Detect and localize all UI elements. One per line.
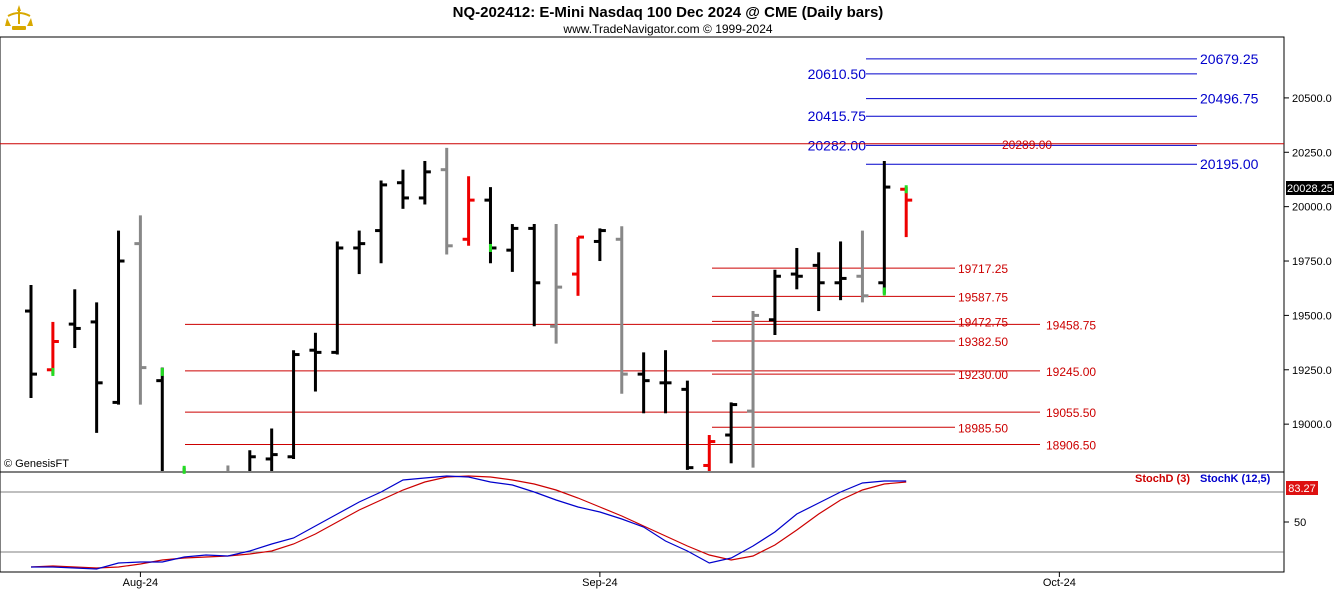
price-bar <box>528 224 541 327</box>
y-tick-label: 19000.0 <box>1292 419 1332 431</box>
signal-mark <box>488 243 492 252</box>
level-label: 19472.75 <box>958 315 1008 329</box>
price-bar <box>265 428 278 471</box>
level-label: 19055.50 <box>1046 406 1096 420</box>
legend-stochd: StochD (3) <box>1135 473 1190 485</box>
last-stoch-label: 83.27 <box>1288 483 1316 495</box>
last-stoch-box <box>1286 481 1318 495</box>
price-bar <box>440 147 453 255</box>
price-bar <box>878 160 891 294</box>
level-label: 20415.75 <box>808 108 867 124</box>
genesis-logo-icon <box>4 2 34 34</box>
price-bar <box>309 332 322 392</box>
price-bar <box>331 241 344 355</box>
price-bar <box>418 160 431 205</box>
price-bar <box>550 224 563 344</box>
y-tick-label: 19250.0 <box>1292 365 1332 377</box>
level-label: 19587.75 <box>958 290 1008 304</box>
price-bar <box>615 226 628 394</box>
level-label: 20496.75 <box>1200 91 1259 107</box>
price-bar <box>834 241 847 301</box>
y-tick-label: 19500.0 <box>1292 310 1332 322</box>
last-price-label: 20028.25 <box>1287 183 1333 195</box>
watermark: © GenesisFT <box>4 458 69 470</box>
signal-mark <box>160 367 164 376</box>
price-bar <box>353 230 366 275</box>
price-bar <box>593 228 606 262</box>
level-label: 19717.25 <box>958 262 1008 276</box>
y-tick-label: 19750.0 <box>1292 256 1332 268</box>
signal-mark <box>51 367 55 376</box>
level-label: 18906.50 <box>1046 438 1096 452</box>
header-band <box>0 0 1336 38</box>
level-label: 19458.75 <box>1046 318 1096 332</box>
chart-subtitle: www.TradeNavigator.com © 1999-2024 <box>562 22 772 36</box>
price-bar <box>156 367 164 471</box>
price-bar <box>572 235 584 296</box>
price-bar <box>375 180 388 264</box>
legend-stochk: StochK (12,5) <box>1200 473 1271 485</box>
signal-mark <box>904 185 908 194</box>
price-bar <box>248 450 256 471</box>
x-tick-label: Aug-24 <box>123 577 158 589</box>
price-bar <box>659 350 672 414</box>
y-tick-label: 20500.0 <box>1292 93 1332 105</box>
price-bar <box>90 302 103 433</box>
price-bar <box>725 402 738 464</box>
stoch-panel <box>0 471 1285 573</box>
price-bar <box>812 252 825 312</box>
axes: 19000.0 19250.0 19500.0 19750.0 20000.0 20250… <box>123 93 1332 589</box>
level-label: 20282.00 <box>808 137 867 153</box>
price-bar <box>134 215 147 405</box>
x-tick-label: Sep-24 <box>582 577 617 589</box>
stochk-line <box>31 475 907 570</box>
price-bar <box>396 169 409 209</box>
chart-title: NQ-202412: E-Mini Nasdaq 100 Dec 2024 @ … <box>453 4 884 21</box>
price-bar <box>768 269 781 335</box>
signal-mark <box>882 287 886 296</box>
x-tick-label: Oct-24 <box>1043 577 1076 589</box>
price-bar <box>287 350 300 459</box>
price-bar <box>25 284 37 399</box>
price-bar <box>681 380 694 470</box>
price-bar <box>68 289 81 349</box>
price-bar <box>790 247 803 290</box>
price-bar <box>856 230 869 303</box>
stoch-lines <box>0 475 1284 570</box>
price-bar <box>747 311 760 468</box>
stochd-line <box>30 475 907 569</box>
price-bar <box>462 176 475 246</box>
price-bar <box>703 435 716 471</box>
price-bar <box>506 224 519 272</box>
level-label: 19245.00 <box>1046 365 1096 379</box>
level-label: 20195.00 <box>1200 156 1259 172</box>
level-label: 20289.00 <box>1002 138 1052 152</box>
y-tick-label: 20250.0 <box>1292 147 1332 159</box>
level-label: 19230.00 <box>958 368 1008 382</box>
level-label: 20679.25 <box>1200 51 1259 67</box>
last-price-box <box>1286 181 1334 195</box>
price-bar <box>46 321 59 375</box>
level-label: 20610.50 <box>808 66 867 82</box>
level-label: 18985.50 <box>958 421 1008 435</box>
stoch-tick-label: 50 <box>1294 517 1306 529</box>
y-tick-label: 20000.0 <box>1292 202 1332 214</box>
level-lines: 20679.25 20610.50 20496.75 20415.75 20282.00… <box>0 51 1284 452</box>
price-bar <box>112 230 125 405</box>
price-bar <box>637 352 650 414</box>
level-label: 19382.50 <box>958 335 1008 349</box>
signal-mark <box>182 465 186 474</box>
price-bars <box>25 147 913 474</box>
price-bar <box>900 187 913 238</box>
